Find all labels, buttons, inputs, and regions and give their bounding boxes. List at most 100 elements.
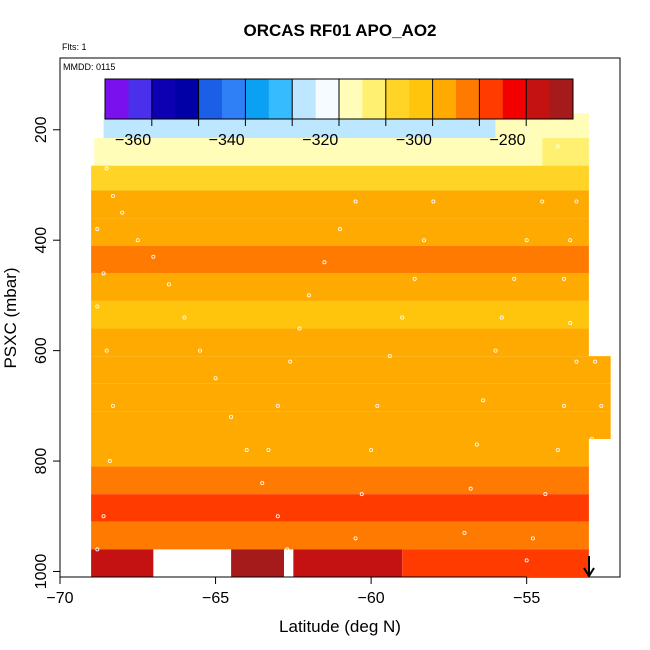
heatmap-cell <box>94 138 543 166</box>
track-point <box>95 547 100 552</box>
y-tick-label: 400 <box>33 227 50 254</box>
heatmap-cell <box>91 165 589 191</box>
y-tick-label: 1000 <box>33 554 50 590</box>
track-point <box>110 194 115 199</box>
track-point <box>555 144 560 149</box>
track-point <box>101 271 106 276</box>
y-tick-label: 200 <box>33 116 50 143</box>
heatmap-cell <box>91 300 589 329</box>
x-tick-label: −60 <box>358 590 385 607</box>
track-point <box>369 448 374 453</box>
y-tick-label: 600 <box>33 337 50 364</box>
track-point <box>260 481 265 486</box>
track-point <box>101 514 106 519</box>
y-tick-label: 800 <box>33 448 50 475</box>
track-point <box>275 403 280 408</box>
track-point <box>306 293 311 298</box>
track-point <box>593 359 598 364</box>
x-tick-label: −65 <box>202 590 229 607</box>
track-point <box>375 403 380 408</box>
track-point <box>297 326 302 331</box>
heatmap-cell <box>91 549 154 577</box>
colorbar: −360 −340 −320 −300 −280 <box>104 78 574 149</box>
heatmap-cells <box>91 113 611 577</box>
colorbar-tick-label: −280 <box>489 132 525 149</box>
track-point <box>95 227 100 232</box>
x-axis-label: Latitude (deg N) <box>279 617 401 636</box>
colorbar-swatch <box>549 79 574 119</box>
track-point <box>524 558 529 563</box>
track-point <box>110 403 115 408</box>
y-axis-label: PSXC (mbar) <box>1 267 20 368</box>
track-point <box>182 315 187 320</box>
track-point <box>387 354 392 359</box>
colorbar-swatch <box>526 79 551 119</box>
track-point <box>285 547 290 552</box>
track-point <box>288 359 293 364</box>
track-point <box>229 414 234 419</box>
date-label: MMDD: 0115 <box>63 62 115 72</box>
heatmap-cell <box>91 438 589 467</box>
track-point <box>421 238 426 243</box>
track-point <box>562 403 567 408</box>
track-point <box>468 486 473 491</box>
colorbar-tick-label: −340 <box>209 132 245 149</box>
colorbar-swatch <box>222 79 246 119</box>
colorbar-swatch <box>339 79 363 119</box>
colorbar-swatch <box>268 79 293 119</box>
heatmap-cell <box>91 218 589 246</box>
heatmap-cell <box>91 466 589 495</box>
heatmap-cell <box>91 383 611 412</box>
colorbar-swatch <box>245 79 270 119</box>
colorbar-swatch <box>502 79 527 119</box>
track-point <box>337 227 342 232</box>
heatmap-cell <box>91 521 589 550</box>
track-point <box>359 492 364 497</box>
track-point <box>107 459 112 464</box>
track-point <box>151 254 156 259</box>
track-point <box>568 321 573 326</box>
heatmap-cell <box>91 328 589 357</box>
track-point <box>213 376 218 381</box>
track-point <box>197 348 202 353</box>
colorbar-tick-label: −300 <box>396 132 432 149</box>
track-point <box>120 210 125 215</box>
track-point <box>431 199 436 204</box>
colorbar-swatch <box>105 79 129 119</box>
colorbar-swatch <box>409 79 434 119</box>
heatmap-cell <box>542 138 589 166</box>
track-point <box>524 127 529 132</box>
track-point <box>95 304 100 309</box>
x-tick-label: −55 <box>513 590 540 607</box>
colorbar-tick-label: −320 <box>302 132 338 149</box>
track-point <box>322 260 327 265</box>
colorbar-swatch <box>479 79 504 119</box>
track-point <box>568 238 573 243</box>
colorbar-swatch <box>432 79 457 119</box>
track-point <box>353 536 358 541</box>
track-point <box>400 315 405 320</box>
colorbar-swatch <box>362 79 387 119</box>
track-point <box>135 238 140 243</box>
track-point <box>562 276 567 281</box>
heatmap-cell <box>293 549 403 577</box>
x-tick-label: −70 <box>46 590 73 607</box>
chart-title: ORCAS RF01 APO_AO2 <box>243 21 436 40</box>
track-point <box>574 359 579 364</box>
track-point <box>574 199 579 204</box>
axes: −70 −65 −60 −55 200 400 600 800 1000 <box>33 116 540 607</box>
heatmap-cell <box>91 494 589 522</box>
heatmap-cell <box>91 273 589 301</box>
colorbar-swatch <box>198 79 223 119</box>
track-point <box>524 238 529 243</box>
scroll-down-arrow-icon[interactable] <box>583 556 595 578</box>
track-point <box>104 348 109 353</box>
heatmap-cell <box>91 356 611 384</box>
heatmap-cell <box>91 411 611 439</box>
track-point <box>499 315 504 320</box>
colorbar-tick-label: −360 <box>115 132 151 149</box>
colorbar-swatch <box>292 79 317 119</box>
track-point <box>481 398 486 403</box>
track-point <box>104 166 109 171</box>
